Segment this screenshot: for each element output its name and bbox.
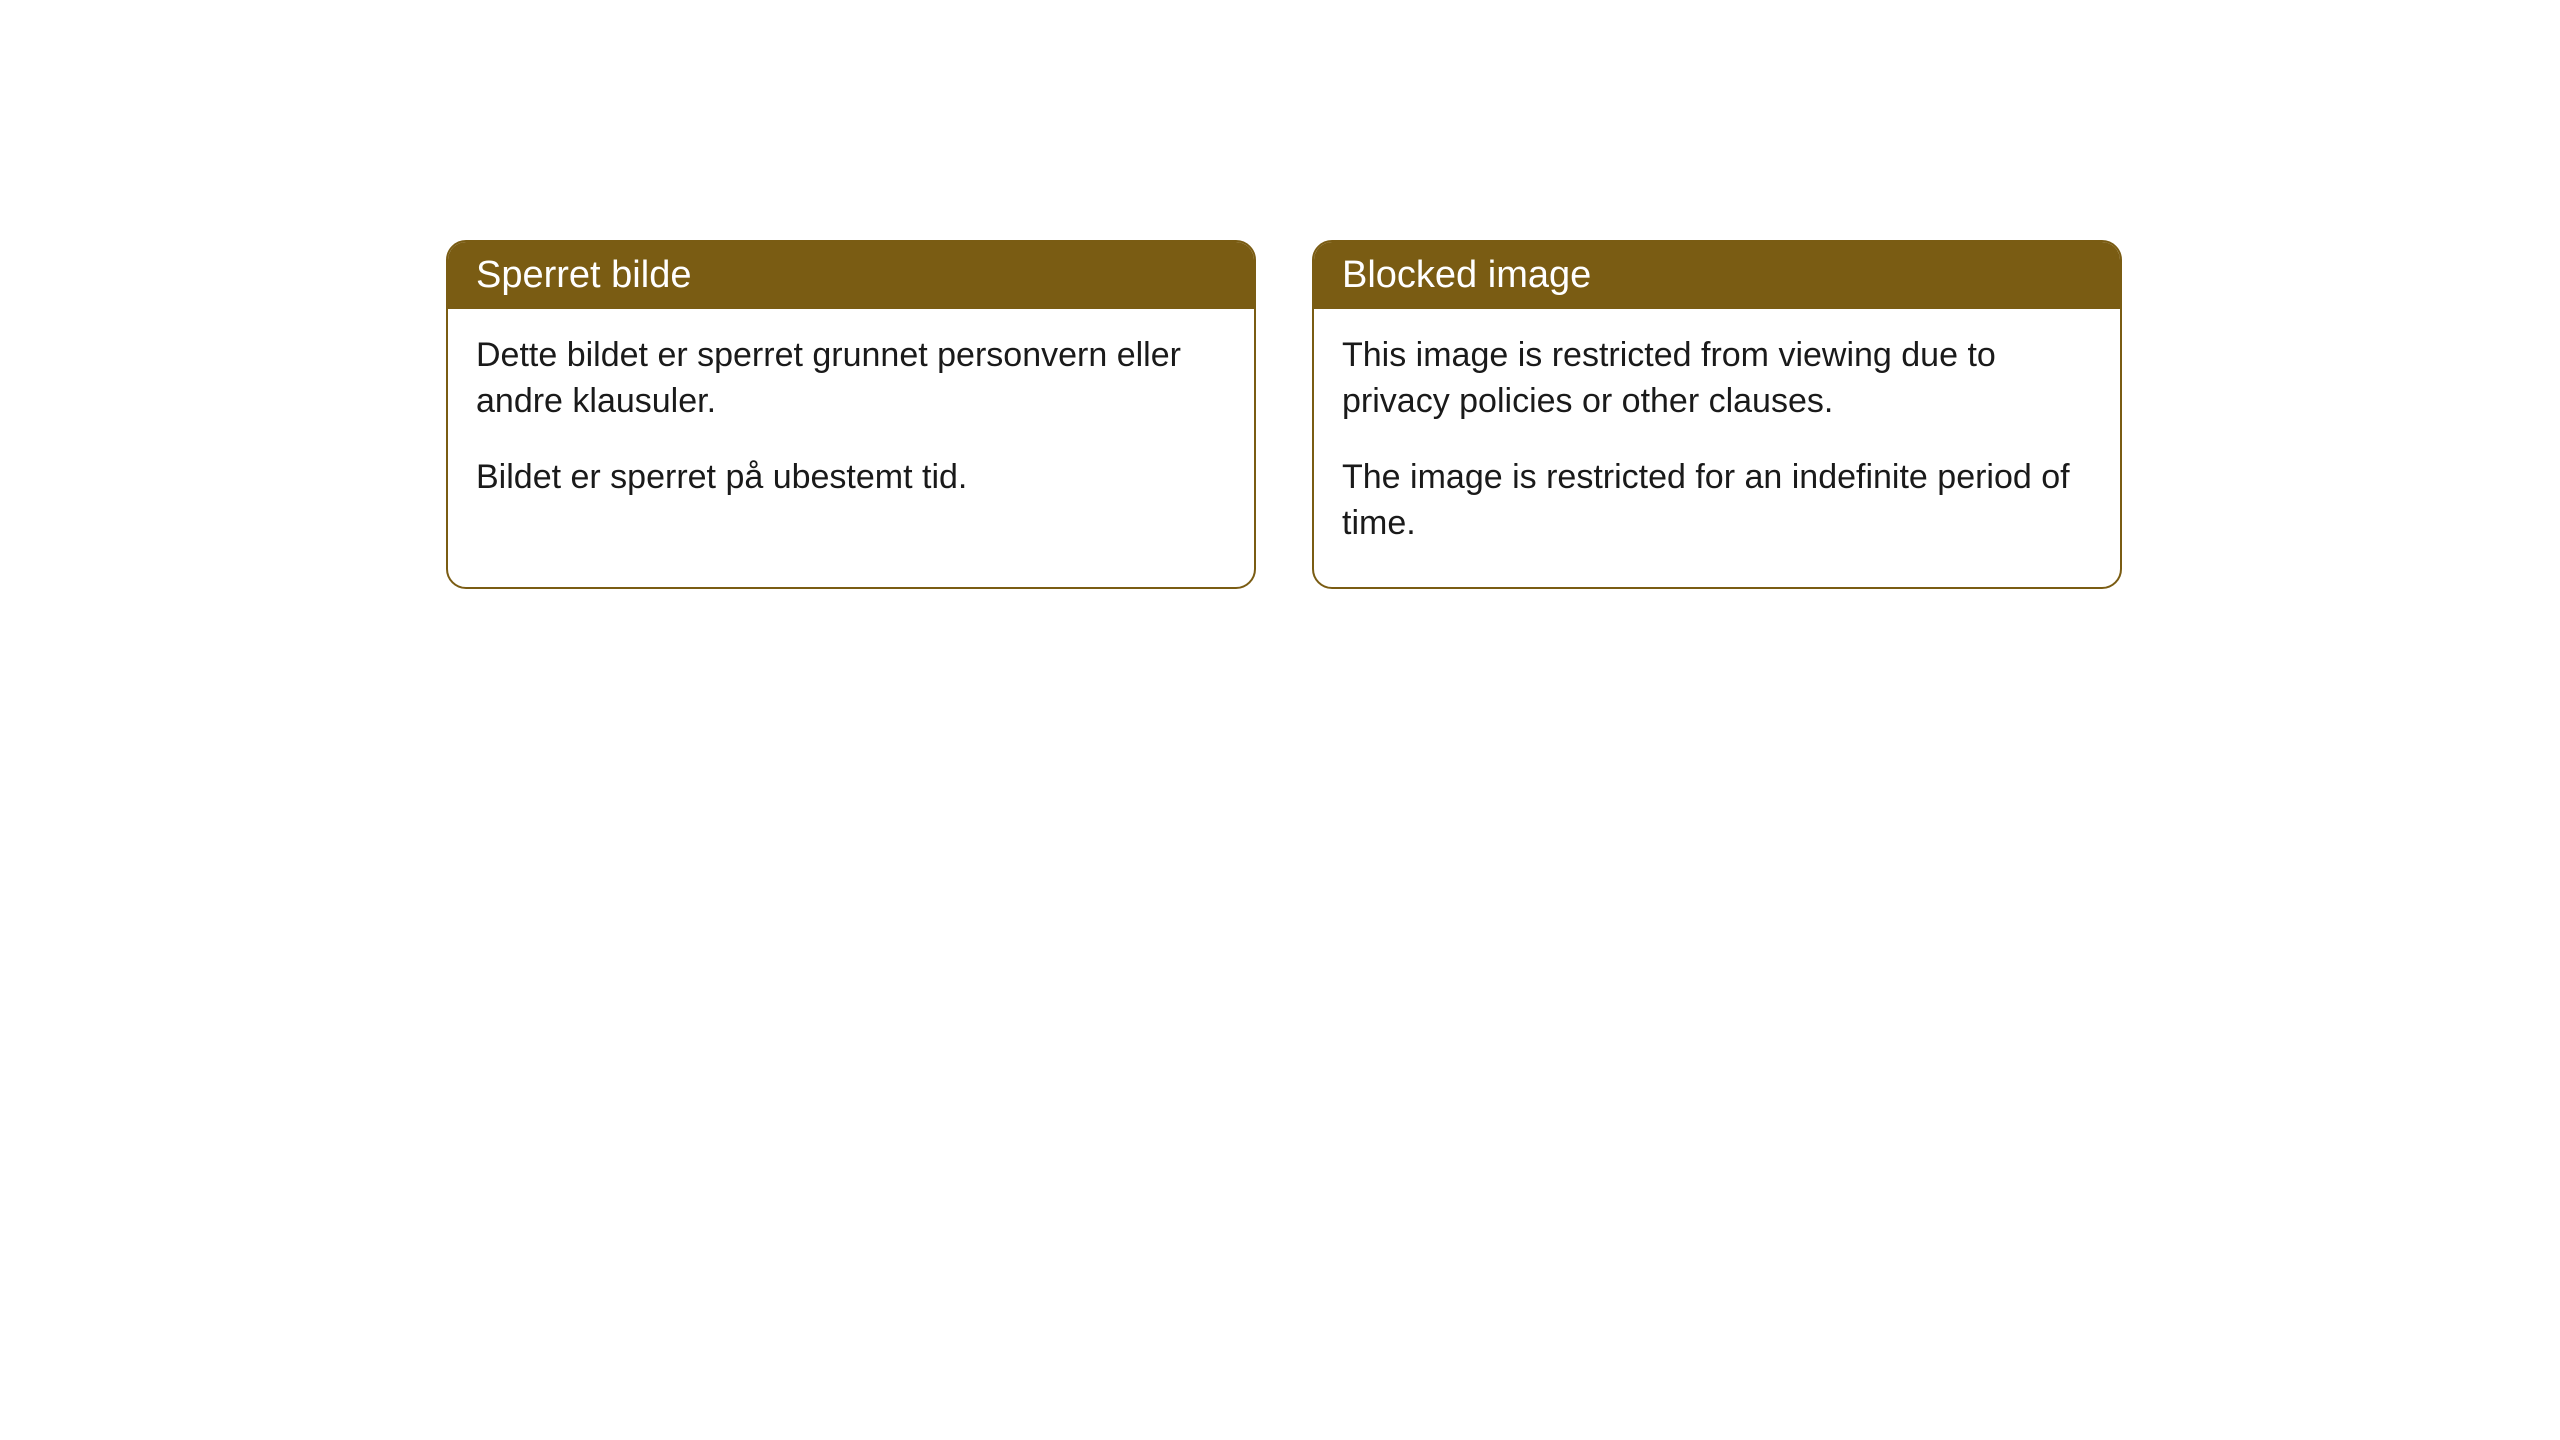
card-paragraph-no-2: Bildet er sperret på ubestemt tid. xyxy=(476,455,1226,501)
card-paragraph-en-1: This image is restricted from viewing du… xyxy=(1342,333,2092,425)
card-title-no: Sperret bilde xyxy=(476,254,691,296)
card-header-no: Sperret bilde xyxy=(448,242,1254,309)
blocked-image-card-no: Sperret bilde Dette bildet er sperret gr… xyxy=(446,240,1256,589)
card-body-no: Dette bildet er sperret grunnet personve… xyxy=(448,309,1254,541)
card-body-en: This image is restricted from viewing du… xyxy=(1314,309,2120,587)
card-paragraph-en-2: The image is restricted for an indefinit… xyxy=(1342,455,2092,547)
blocked-image-card-en: Blocked image This image is restricted f… xyxy=(1312,240,2122,589)
card-title-en: Blocked image xyxy=(1342,254,1591,296)
cards-container: Sperret bilde Dette bildet er sperret gr… xyxy=(446,240,2122,589)
card-paragraph-no-1: Dette bildet er sperret grunnet personve… xyxy=(476,333,1226,425)
card-header-en: Blocked image xyxy=(1314,242,2120,309)
